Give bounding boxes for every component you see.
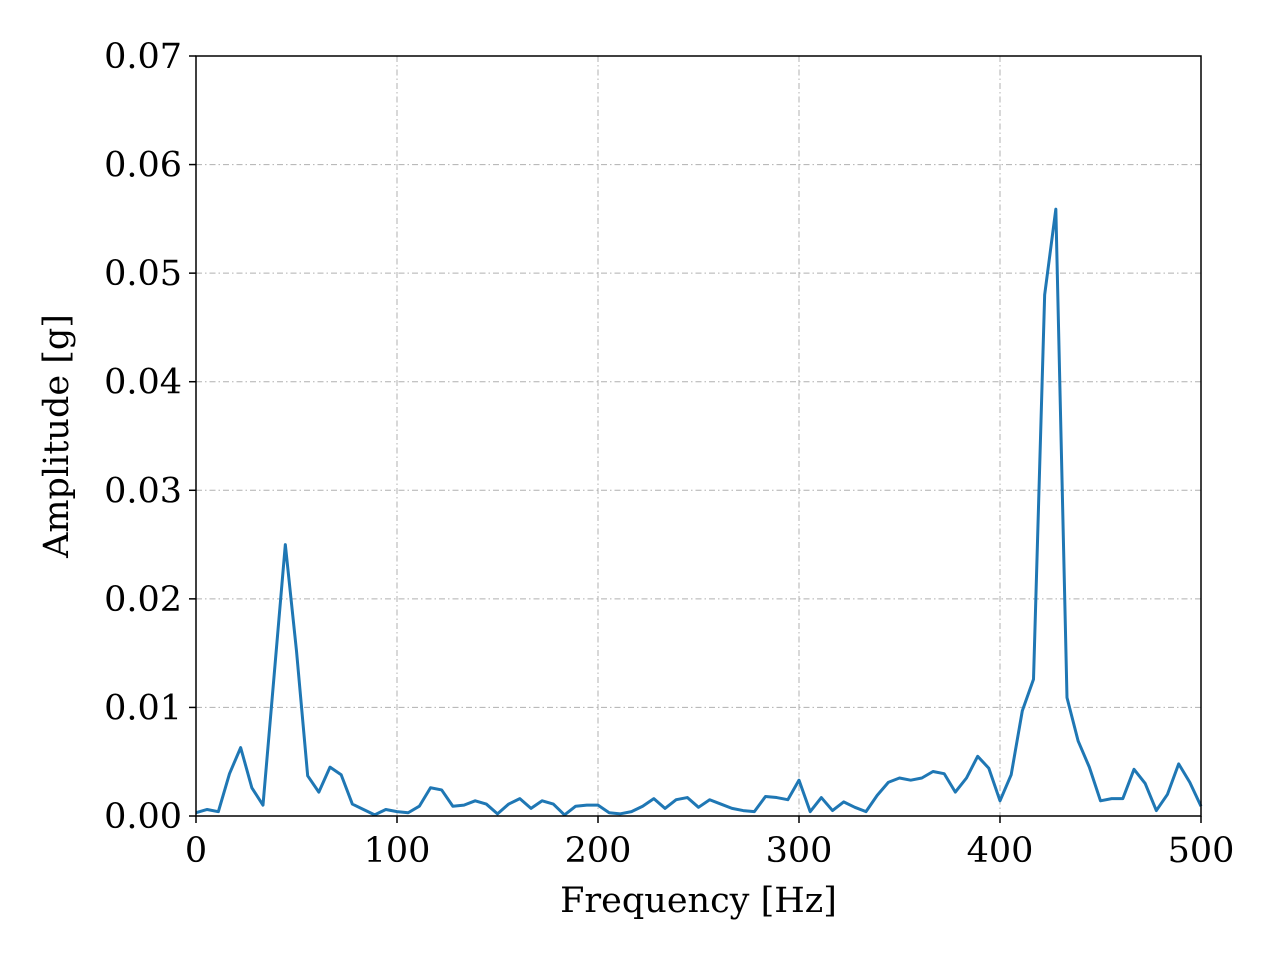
y-tick-label: 0.05 (104, 254, 182, 294)
x-axis-label: Frequency [Hz] (560, 881, 837, 921)
x-tick-label: 300 (766, 831, 833, 871)
y-tick-label: 0.04 (104, 363, 182, 403)
x-tick-label: 100 (364, 831, 431, 871)
x-axis-ticks: 0 100 200 300 400 500 (185, 816, 1235, 871)
x-tick-label: 500 (1168, 831, 1235, 871)
y-tick-label: 0.01 (104, 688, 182, 728)
plot-area (195, 207, 1203, 817)
x-tick-label: 400 (967, 831, 1034, 871)
series-line (195, 207, 1203, 817)
y-tick-label: 0.06 (104, 146, 182, 186)
y-tick-label: 0.07 (104, 37, 182, 77)
y-axis-label: Amplitude [g] (37, 314, 77, 559)
x-tick-label: 200 (565, 831, 632, 871)
y-tick-label: 0.03 (104, 471, 182, 511)
y-tick-label: 0.00 (104, 797, 182, 837)
x-tick-label: 0 (185, 831, 207, 871)
y-axis-ticks: 0.00 0.01 0.02 0.03 0.04 0.05 0.06 0.07 (104, 37, 196, 837)
y-tick-label: 0.02 (104, 580, 182, 620)
grid (196, 56, 1201, 816)
axes-frame (195, 55, 1202, 817)
